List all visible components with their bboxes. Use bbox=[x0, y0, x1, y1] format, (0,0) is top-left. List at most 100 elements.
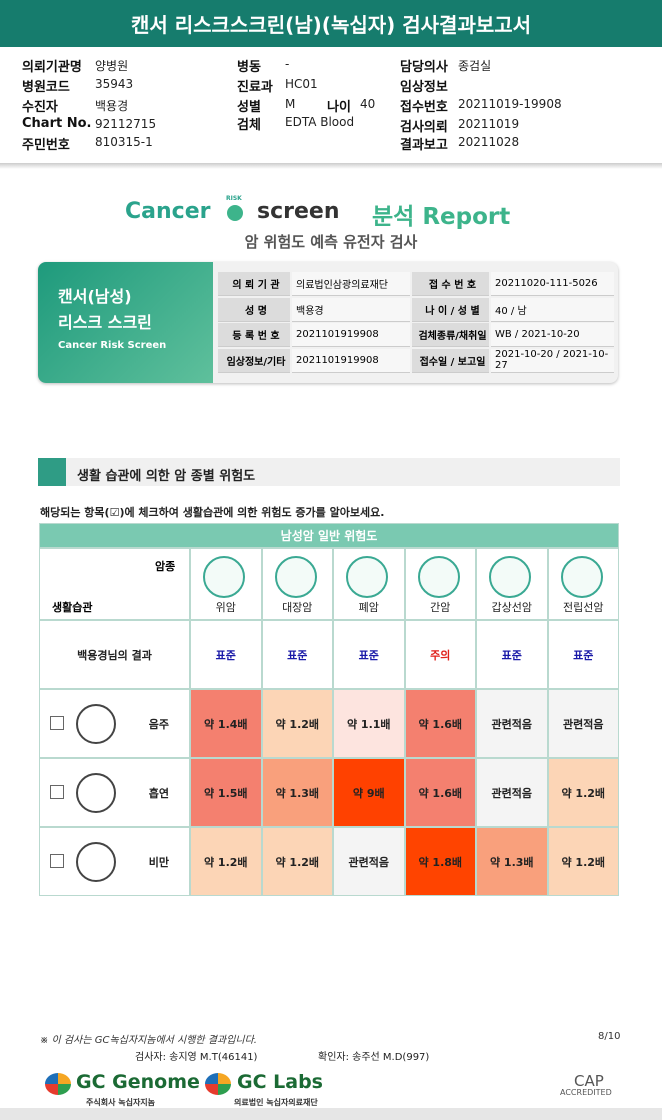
corner bbox=[39, 548, 190, 620]
organ-icon bbox=[203, 556, 245, 598]
info-label: 주민번호 bbox=[22, 138, 70, 153]
result: 주의 bbox=[404, 620, 476, 689]
organ-icon bbox=[274, 556, 317, 598]
card-value: 2021101919908 bbox=[292, 323, 410, 347]
risk-cell: 관련적음 bbox=[476, 689, 548, 758]
card-english: Cancer Risk Screen bbox=[58, 340, 167, 351]
divider bbox=[0, 163, 662, 169]
card-label: 검체종류/채취일 bbox=[412, 323, 489, 347]
info-value: 양병원 bbox=[95, 59, 129, 73]
logo-icon bbox=[227, 205, 243, 221]
risk-cell: 약 1.2배 bbox=[547, 827, 619, 896]
card-label: 접 수 번 호 bbox=[412, 272, 489, 296]
card-value: 40 / 남 bbox=[491, 297, 614, 322]
info-label: 진료과 bbox=[237, 80, 273, 95]
info-value: 종검실 bbox=[458, 59, 492, 73]
info-value: 백용경 bbox=[95, 99, 129, 113]
logo-report: 분석 Report bbox=[372, 204, 511, 230]
result: 표준 bbox=[333, 620, 405, 689]
risk-cell: 약 1.6배 bbox=[404, 758, 476, 827]
bottom-bar bbox=[0, 1108, 662, 1120]
info-value: HC01 bbox=[285, 77, 318, 91]
checkbox[interactable] bbox=[50, 785, 64, 799]
card-title1: 캔서(남성) bbox=[58, 287, 132, 306]
habit-icon bbox=[76, 842, 116, 882]
organ-icon bbox=[560, 556, 603, 598]
info-label: 임상정보 bbox=[400, 80, 448, 95]
info-value: 92112715 bbox=[95, 117, 157, 131]
cancer-header: 대장암 bbox=[261, 548, 333, 620]
info-label: 수진자 bbox=[22, 100, 58, 115]
risk-cell: 관련적음 bbox=[547, 689, 619, 758]
info-label: 결과보고 bbox=[400, 138, 448, 153]
info-label: 담당의사 bbox=[400, 60, 448, 75]
card-title2: 리스크 스크린 bbox=[58, 313, 152, 332]
header-title: 캔서 리스크스크린(남)(녹십자) 검사결과보고서 bbox=[0, 0, 662, 47]
risk-cell: 약 1.5배 bbox=[190, 758, 262, 827]
risk-cell: 약 1.6배 bbox=[404, 689, 476, 758]
risk-cell: 약 1.2배 bbox=[190, 827, 262, 896]
result-label: 백용경님의 결과 bbox=[39, 620, 190, 689]
logo1-sub: 주식회사 녹십자지놈 bbox=[86, 1098, 156, 1107]
card-value: 백용경 bbox=[292, 297, 410, 322]
info-label: Chart No. bbox=[22, 116, 92, 131]
risk-cell: 관련적음 bbox=[476, 758, 548, 827]
result: 표준 bbox=[476, 620, 548, 689]
card-label: 등 록 번 호 bbox=[218, 323, 290, 347]
corner-top: 암종 bbox=[155, 560, 176, 573]
card-label: 임상정보/기타 bbox=[218, 348, 290, 373]
table-title: 남성암 일반 위험도 bbox=[39, 523, 619, 548]
risk-cell: 약 1.2배 bbox=[547, 758, 619, 827]
result: 표준 bbox=[547, 620, 619, 689]
organ-icon bbox=[417, 556, 460, 598]
info-value: 35943 bbox=[95, 77, 134, 91]
info-label: 접수번호 bbox=[400, 100, 448, 115]
info-label: 성별 bbox=[237, 100, 261, 115]
cap: CAP bbox=[574, 1072, 604, 1090]
tester: 검사자: 송지영 M.T(46141) bbox=[135, 1052, 258, 1063]
card-panel bbox=[38, 262, 213, 383]
corner-bottom: 생활습관 bbox=[52, 601, 93, 614]
cap-sub: ACCREDITED bbox=[560, 1088, 612, 1097]
logo-risk: RISK bbox=[226, 195, 242, 202]
info-value: 40 bbox=[360, 97, 376, 111]
logo-cancer: Cancer bbox=[125, 199, 211, 224]
risk-cell: 관련적음 bbox=[333, 827, 405, 896]
info-value: 20211019-19908 bbox=[458, 97, 562, 111]
risk-cell: 약 1.2배 bbox=[261, 827, 333, 896]
info-label: 나이 bbox=[327, 100, 351, 115]
checkbox[interactable] bbox=[50, 716, 64, 730]
logo1-icon bbox=[45, 1073, 71, 1095]
info-label: 검체 bbox=[237, 118, 261, 133]
checkbox[interactable] bbox=[50, 854, 64, 868]
result: 표준 bbox=[261, 620, 333, 689]
footer-note: ※ 이 검사는 GC녹십자지놈에서 시행한 결과입니다. bbox=[40, 1035, 257, 1046]
card-value: 2021101919908 bbox=[292, 348, 410, 373]
card-label: 접수일 / 보고일 bbox=[412, 348, 489, 373]
info-value: EDTA Blood bbox=[285, 115, 355, 129]
section-bar bbox=[38, 458, 620, 486]
logo2-sub: 의료법인 녹십자의료재단 bbox=[234, 1098, 318, 1107]
risk-cell: 약 9배 bbox=[333, 758, 405, 827]
organ-icon bbox=[346, 556, 388, 598]
info-value: 20211019 bbox=[458, 117, 520, 131]
info-value: 810315-1 bbox=[95, 135, 153, 149]
info-label: 의뢰기관명 bbox=[22, 60, 82, 75]
info-label: 병동 bbox=[237, 60, 261, 75]
info-value: - bbox=[285, 57, 290, 71]
instruction: 해당되는 항목(☑)에 체크하여 생활습관에 의한 위험도 증가를 알아보세요. bbox=[40, 506, 385, 519]
card-value: 2021-10-20 / 2021-10-27 bbox=[491, 348, 614, 373]
risk-cell: 약 1.3배 bbox=[261, 758, 333, 827]
info-label: 검사의뢰 bbox=[400, 120, 448, 135]
risk-cell: 약 1.8배 bbox=[404, 827, 476, 896]
logo-screen: screen bbox=[257, 199, 340, 224]
logo2: GC Labs bbox=[237, 1071, 323, 1093]
logo1: GC Genome bbox=[76, 1071, 200, 1093]
logo2-icon bbox=[205, 1073, 231, 1095]
risk-cell: 약 1.2배 bbox=[261, 689, 333, 758]
risk-cell: 약 1.3배 bbox=[476, 827, 548, 896]
info-value: 20211028 bbox=[458, 135, 520, 149]
card-value: 20211020-111-5026 bbox=[491, 272, 614, 296]
info-value: M bbox=[285, 97, 296, 111]
